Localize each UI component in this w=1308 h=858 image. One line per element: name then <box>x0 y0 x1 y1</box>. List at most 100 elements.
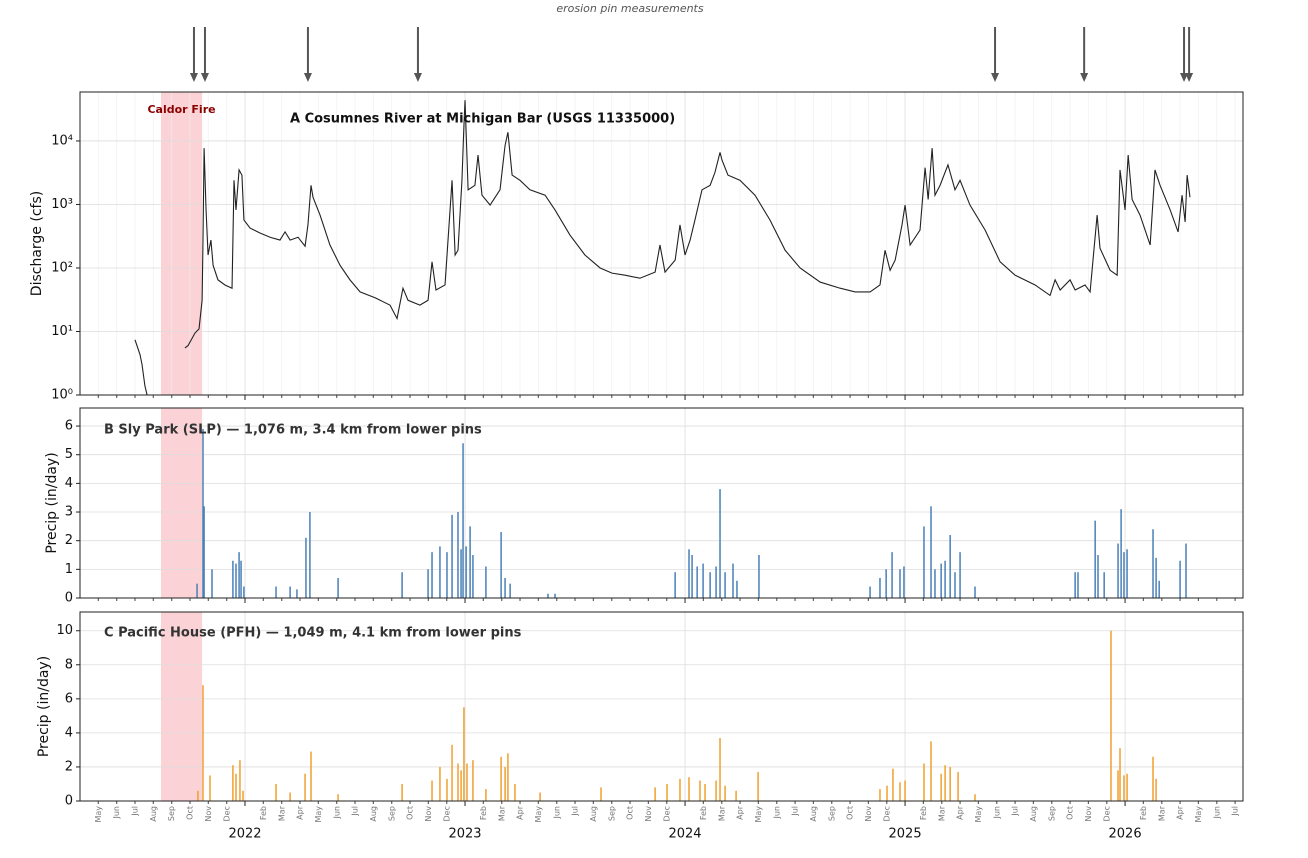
precip-bar <box>736 580 738 598</box>
precip-bar <box>485 789 487 801</box>
x-tick-label: Dec <box>882 806 891 821</box>
pin-arrow <box>1185 27 1194 82</box>
precip-bar <box>514 783 516 801</box>
precip-bar <box>457 512 459 598</box>
precip-bar <box>715 780 717 801</box>
precip-bar <box>539 792 541 801</box>
precip-bar <box>724 572 726 598</box>
precip-bar <box>500 756 502 801</box>
panel-title: B Sly Park (SLP) — 1,076 m, 3.4 km from … <box>104 423 482 438</box>
precip-bar <box>949 766 951 801</box>
x-tick-label: Jul <box>571 806 580 817</box>
precip-bar <box>309 512 311 598</box>
precip-bar <box>211 569 213 598</box>
x-tick-label: Sep <box>1047 806 1056 821</box>
precip-bar <box>879 789 881 801</box>
x-tick-label: May <box>534 806 543 823</box>
x-tick-label: Apr <box>736 805 745 820</box>
x-tick-label: Dec <box>662 806 671 821</box>
x-tick-label: Mar <box>937 805 946 821</box>
x-tick-label: May <box>1194 806 1203 823</box>
x-tick-label: Dec <box>222 806 231 821</box>
precip-bar <box>940 563 942 598</box>
x-tick-label: Mar <box>1157 805 1166 821</box>
x-tick-label: Aug <box>809 806 818 822</box>
precip-bar <box>1110 630 1112 801</box>
x-tick-label: Feb <box>479 806 488 820</box>
precip-bar <box>735 790 737 801</box>
y-tick-label: 5 <box>65 447 73 462</box>
precip-bar <box>439 766 441 801</box>
x-tick-label: May <box>94 806 103 823</box>
arrow-head <box>1180 73 1189 82</box>
precip-bar <box>1094 520 1096 598</box>
precip-bar <box>337 794 339 801</box>
x-year-label: 2023 <box>448 827 481 842</box>
precip-bar <box>401 783 403 801</box>
precip-bar <box>1120 509 1122 598</box>
x-year-label: 2026 <box>1109 827 1142 842</box>
y-tick-label: 6 <box>65 419 73 434</box>
precip-bar <box>1126 549 1128 598</box>
precip-bar <box>431 780 433 801</box>
x-tick-label: Nov <box>204 806 213 822</box>
x-tick-label: Aug <box>149 806 158 822</box>
precip-bar <box>504 766 506 801</box>
y-axis-label: Discharge (cfs) <box>29 191 45 296</box>
precip-bar <box>891 552 893 598</box>
precip-bar <box>869 586 871 598</box>
precip-bar <box>885 569 887 598</box>
x-tick-label: Jul <box>791 806 800 817</box>
x-tick-label: Mar <box>277 805 286 821</box>
precip-bar <box>1155 557 1157 598</box>
x-tick-label: Aug <box>369 806 378 822</box>
precip-bar <box>240 560 242 598</box>
x-tick-label: Nov <box>864 806 873 822</box>
precip-bar <box>1117 770 1119 801</box>
y-axis-label: Precip (in/day) <box>36 656 52 757</box>
y-tick-label: 0 <box>65 794 73 809</box>
panel-title: C Pacific House (PFH) — 1,049 m, 4.1 km … <box>104 626 522 641</box>
span-label: Caldor Fire <box>147 103 215 116</box>
x-year-label: 2025 <box>889 827 922 842</box>
precip-bar <box>1097 555 1099 598</box>
pin-arrow <box>303 27 312 82</box>
precip-bar <box>1179 560 1181 598</box>
precip-bar <box>702 563 704 598</box>
x-tick-label: Nov <box>644 806 653 822</box>
precip-bar <box>886 785 888 801</box>
x-year-label: 2024 <box>668 827 701 842</box>
precip-bar <box>1077 572 1079 598</box>
arrow-head <box>991 73 1000 82</box>
precip-bar <box>446 778 448 801</box>
y-tick-label: 6 <box>65 691 73 706</box>
precip-bar <box>879 577 881 598</box>
precip-bar <box>688 549 690 598</box>
precip-bar <box>337 577 339 598</box>
x-tick-label: Jul <box>1231 806 1240 817</box>
shaded-span <box>160 92 203 395</box>
x-tick-label: Jul <box>351 806 360 817</box>
x-tick-label: Jun <box>112 806 121 820</box>
precip-bar <box>469 526 471 598</box>
precip-bar <box>1117 543 1119 598</box>
precip-bar <box>203 506 205 598</box>
marker-label: erosion pin measurements <box>556 2 703 15</box>
precip-bar <box>235 773 237 801</box>
x-tick-label: Aug <box>1029 806 1038 822</box>
x-tick-label: Nov <box>424 806 433 822</box>
precip-bar <box>949 534 951 598</box>
x-tick-label: Feb <box>919 806 928 820</box>
shaded-span <box>160 408 203 598</box>
precip-bar <box>1103 572 1105 598</box>
precip-bar <box>243 586 245 598</box>
x-tick-label: Jul <box>131 806 140 817</box>
precip-bar <box>719 489 721 598</box>
precip-bar <box>196 583 198 598</box>
precip-bar <box>504 577 506 598</box>
precip-bar <box>1155 778 1157 801</box>
precip-bar <box>242 790 244 801</box>
plot-frame <box>79 407 1244 599</box>
precip-bar <box>451 744 453 801</box>
precip-bar <box>509 583 511 598</box>
